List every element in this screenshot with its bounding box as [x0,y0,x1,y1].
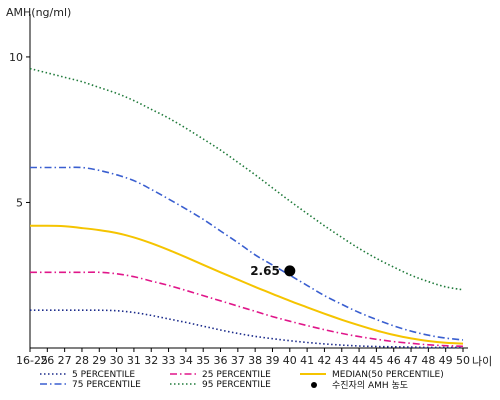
legend-label: 75 PERCENTILE [72,380,141,390]
x-tick-label: 26 [40,354,54,367]
x-tick-label: 30 [110,354,124,367]
x-tick-label: 45 [369,354,383,367]
series-line [30,271,464,348]
x-tick-label: 35 [196,354,210,367]
x-axis-title: 나이 [472,355,492,368]
legend-label: MEDIAN(50 PERCENTILE) [332,370,444,380]
x-tick-label: 43 [335,354,349,367]
x-tick-label: 41 [300,354,314,367]
patient-amh-point [284,265,296,277]
series-line [30,166,464,341]
series-line [29,224,464,345]
legend-label: 95 PERCENTILE [202,380,271,390]
legend: 5 PERCENTILE 25 PERCENTILE MEDIAN(50 PERCE… [40,370,444,391]
legend-label: 25 PERCENTILE [202,370,271,380]
x-tick-label: 38 [248,354,262,367]
x-tick-label: 47 [404,354,418,367]
legend-label: 5 PERCENTILE [72,370,135,380]
x-tick-label: 42 [317,354,331,367]
x-tick-label: 28 [75,354,89,367]
x-tick-label: 16-25 [16,354,48,367]
x-tick-label: 32 [144,354,158,367]
highlight-layer: 2.65 [250,264,296,278]
x-tick-label: 36 [214,354,228,367]
x-tick-label: 46 [387,354,401,367]
series-line [30,309,463,349]
x-tick-label: 50 [456,354,470,367]
series-line [29,67,464,291]
x-tick-label: 44 [352,354,366,367]
x-tick-label: 27 [58,354,72,367]
x-tick-label: 39 [265,354,279,367]
x-tick-label: 33 [162,354,176,367]
x-tick-label: 37 [231,354,245,367]
x-tick-label: 49 [439,354,453,367]
x-tick-label: 29 [92,354,106,367]
x-tick-label: 40 [283,354,297,367]
series-layer [29,67,464,349]
y-axis-title: AMH(ng/ml) [6,6,71,19]
legend-marker [311,382,317,388]
patient-amh-value-label: 2.65 [250,264,280,278]
legend-label: 수진자의 AMH 농도 [332,380,408,391]
y-tick-label: 5 [16,196,23,209]
x-tick-label: 48 [421,354,435,367]
y-tick-label: 10 [9,51,23,64]
x-tick-label: 34 [179,354,193,367]
x-tick-label: 31 [127,354,141,367]
